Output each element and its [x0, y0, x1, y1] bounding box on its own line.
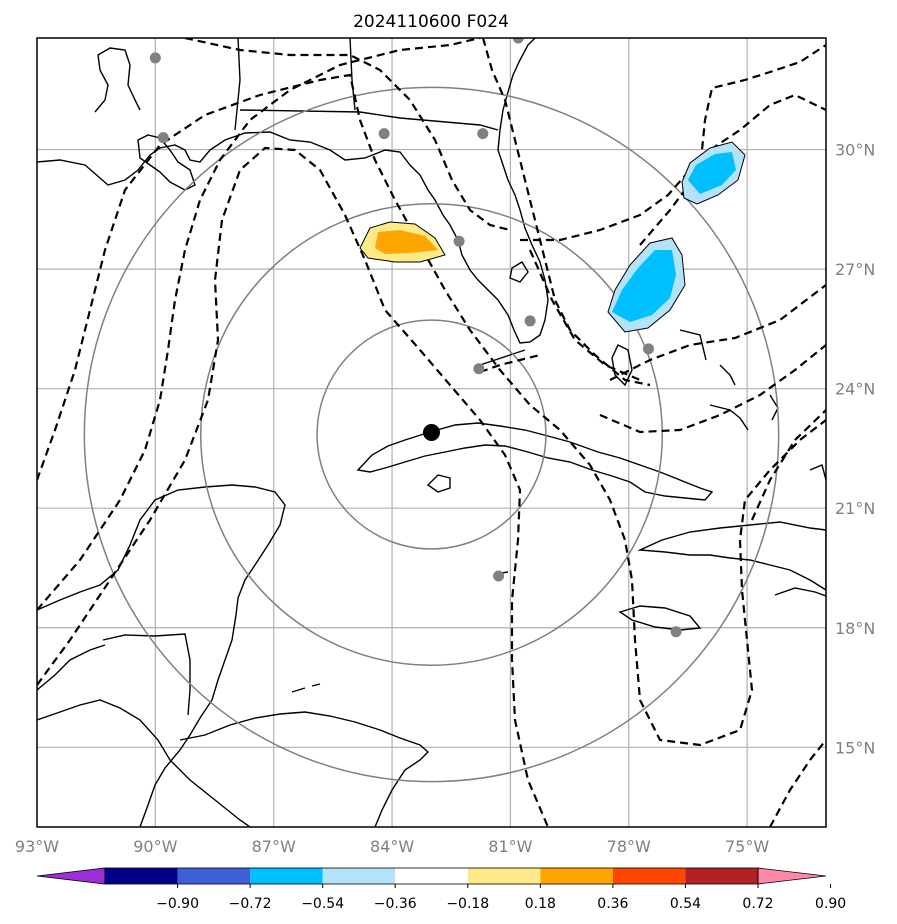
lon-label: 81°W — [488, 837, 532, 856]
station-point-6 — [524, 315, 536, 327]
colorbar-segment — [250, 868, 323, 884]
lat-label: 15°N — [835, 738, 875, 757]
florida-georgia-line — [239, 109, 499, 131]
colorbar — [36, 867, 832, 888]
colorbar-segment — [612, 868, 686, 884]
lat-label: 30°N — [835, 141, 875, 160]
lat-label: 24°N — [835, 380, 875, 399]
bahamas-andros — [611, 344, 633, 387]
colorbar-segment — [540, 868, 613, 884]
station-point-3 — [477, 128, 489, 140]
contour-north-east — [599, 344, 826, 434]
contour-west-inner — [37, 146, 550, 827]
isle-of-youth — [426, 474, 451, 493]
lat-label: 18°N — [835, 619, 875, 638]
dashed-contours — [37, 38, 826, 827]
coastlines — [37, 38, 826, 827]
colorbar-label: −0.18 — [446, 896, 489, 912]
cuba — [356, 422, 714, 501]
louisiana-coast — [94, 47, 141, 113]
contour-west-outer — [37, 38, 481, 611]
us-gulf-coast — [37, 38, 549, 344]
colorbar-segment — [177, 868, 251, 884]
contour-southeast — [750, 409, 826, 521]
colorbar-label: 0.18 — [525, 896, 556, 912]
lon-label: 90°W — [133, 837, 177, 856]
honduras-islands — [291, 683, 321, 693]
colorbar-segment — [322, 868, 396, 884]
colorbar-segment — [105, 868, 178, 884]
station-point-7 — [473, 363, 485, 375]
colorbar-label: 0.36 — [597, 896, 628, 912]
station-point-9 — [493, 570, 505, 582]
colorbar-segment — [395, 868, 468, 884]
bahamas-cat — [719, 364, 736, 386]
lon-label: 78°W — [607, 837, 651, 856]
georgia-line — [349, 38, 356, 111]
longitude-labels: 93°W 90°W 87°W 84°W 81°W 78°W 75°W — [15, 837, 769, 856]
shading-blue-bahamas — [607, 237, 686, 333]
lon-label: 87°W — [252, 837, 296, 856]
mexico-inland — [37, 644, 106, 691]
graticule — [37, 38, 826, 827]
shading-blue-northeast — [681, 141, 746, 205]
turks-caicos — [809, 464, 826, 481]
shading-orange-gulf — [359, 221, 446, 263]
latitude-labels: 30°N 27°N 24°N 21°N 18°N 15°N — [835, 141, 875, 758]
colorbar-label: −0.72 — [229, 896, 272, 912]
station-point-1 — [157, 132, 169, 144]
station-points — [149, 38, 682, 638]
station-point-8 — [642, 343, 654, 355]
colorbar-extend-high — [757, 867, 827, 885]
jamaica — [618, 605, 702, 631]
bahamas-exuma — [709, 404, 749, 431]
contour-north-east2 — [520, 93, 826, 242]
colorbar-outline — [104, 867, 759, 885]
lon-label: 84°W — [370, 837, 414, 856]
belize-guatemala — [102, 633, 191, 716]
contour-northeast-loop — [639, 44, 826, 246]
colorbar-label: −0.54 — [301, 896, 344, 912]
puerto-rico-edge — [774, 587, 826, 597]
honduras-coast — [179, 711, 430, 827]
colorbar-segment — [685, 868, 758, 884]
contour-southwest — [37, 73, 826, 747]
bahamas-eleuthera — [679, 329, 707, 361]
colorbar-label: −0.36 — [374, 896, 417, 912]
range-rings — [83, 86, 780, 783]
range-ring-1 — [199, 202, 664, 667]
station-point-5 — [453, 235, 465, 247]
colorbar-tick-labels: −0.90 −0.72 −0.54 −0.36 −0.18 0.18 0.36 0.54 0.7… — [156, 896, 846, 912]
contour-northeast-return — [609, 284, 826, 381]
lake-okeechobee — [509, 261, 529, 283]
station-point-0 — [149, 52, 161, 64]
florida-keys — [479, 349, 526, 366]
colorbar-label: −0.90 — [156, 896, 199, 912]
lat-label: 27°N — [835, 260, 875, 279]
colorbar-label: 0.54 — [670, 896, 701, 912]
hispaniola — [637, 521, 826, 591]
yucatan-east-coast — [139, 639, 233, 827]
range-ring-0 — [316, 319, 547, 550]
storm-center-marker — [423, 424, 440, 441]
station-point-2 — [378, 128, 390, 140]
alabama-line — [234, 38, 241, 131]
central-america-inland — [37, 699, 251, 827]
station-point-10 — [670, 626, 682, 638]
colorbar-segment — [467, 868, 541, 884]
colorbar-extend-low — [36, 867, 106, 885]
map-frame — [36, 37, 827, 828]
map-title: 2024110600 F024 — [353, 12, 509, 32]
range-ring-2 — [83, 86, 780, 783]
contour-keys — [479, 353, 541, 374]
station-point-4 — [512, 38, 524, 44]
lon-label: 93°W — [15, 837, 59, 856]
colorbar-label: 0.72 — [742, 896, 773, 912]
lat-label: 21°N — [835, 499, 875, 518]
colorbar-label: 0.90 — [815, 896, 846, 912]
lon-label: 75°W — [725, 837, 769, 856]
